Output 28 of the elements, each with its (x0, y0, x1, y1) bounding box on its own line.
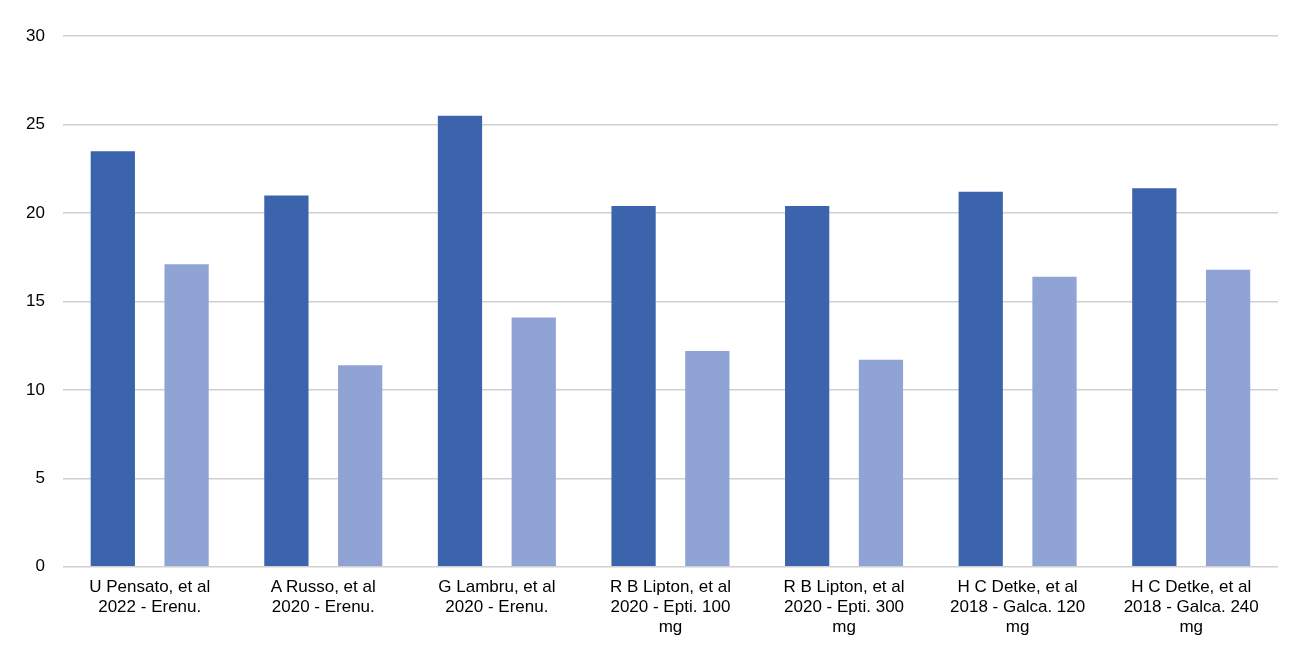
bar (1205, 269, 1251, 567)
y-tick-label: 10 (25, 379, 45, 399)
bar (611, 205, 656, 567)
bar (164, 264, 209, 567)
x-tick-label: U Pensato, et al 2022 - Erenu. (89, 576, 211, 617)
x-tick-label: G Lambru, et al 2020 - Erenu. (438, 576, 556, 617)
bar (90, 151, 135, 567)
y-tick-label: 25 (25, 114, 45, 134)
bar (338, 365, 383, 567)
x-tick-label: A Russo, et al 2020 - Erenu. (270, 576, 376, 617)
y-tick-label: 0 (35, 556, 45, 576)
x-tick-label: R B Lipton, et al 2020 - Epti. 300 mg (783, 576, 905, 637)
x-tick-label: H C Detke, et al 2018 - Galca. 240 mg (1123, 576, 1259, 637)
y-tick-label: 30 (25, 25, 45, 45)
bar (437, 115, 483, 567)
bar (264, 195, 309, 567)
x-tick-label: H C Detke, et al 2018 - Galca. 120 mg (950, 576, 1086, 637)
y-tick-label: 20 (25, 202, 45, 222)
bar (958, 191, 1003, 567)
x-tick-label: R B Lipton, et al 2020 - Epti. 100 mg (609, 576, 731, 637)
y-tick-label: 15 (25, 291, 45, 311)
bar (685, 351, 730, 567)
bar (858, 359, 904, 567)
bar (1032, 276, 1077, 567)
bar (1132, 188, 1177, 567)
bar (785, 205, 830, 567)
bar (511, 317, 556, 567)
y-tick-label: 5 (35, 468, 45, 488)
